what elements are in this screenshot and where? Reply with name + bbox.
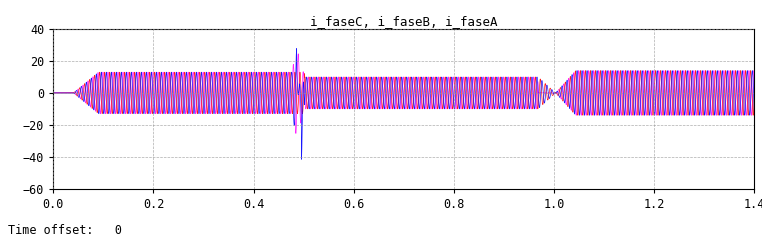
Title: i_faseC, i_faseB, i_faseA: i_faseC, i_faseB, i_faseA	[310, 15, 498, 28]
Text: Time offset:   0: Time offset: 0	[8, 224, 122, 237]
